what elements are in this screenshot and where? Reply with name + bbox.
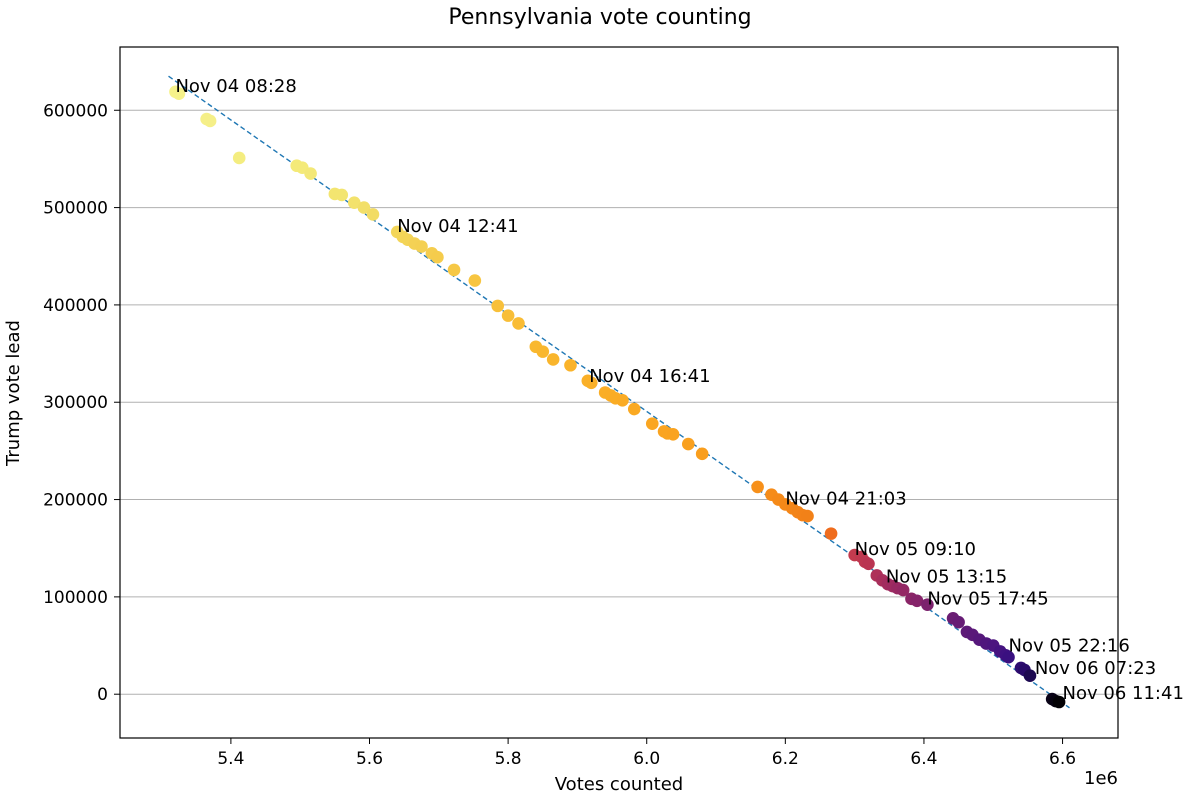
annotation-8: Nov 06 07:23 [1035,658,1156,679]
data-point-76 [1023,669,1037,683]
data-point-79 [1052,695,1066,709]
data-point-26 [536,345,550,358]
data-point-65 [952,615,965,629]
x-axis-ticks: 5.4 5.6 5.8 6.0 6.2 6.4 6.6 [217,738,1076,769]
y-tick-label-1: 100000 [43,588,108,608]
data-point-24 [512,317,525,330]
annotation-9: Nov 06 11:41 [1063,683,1184,704]
y-tick-label-6: 600000 [43,101,108,121]
grid-lines [120,109,1118,695]
data-point-28 [564,358,577,372]
y-tick-label-2: 200000 [43,491,108,511]
y-tick-label-4: 400000 [43,296,108,316]
x-axis-label: Votes counted [555,774,683,795]
data-point-10 [347,196,361,210]
y-tick-label-5: 500000 [43,199,108,219]
annotation-7: Nov 05 22:16 [1008,635,1129,656]
data-point-49 [801,509,814,523]
data-point-11 [357,201,371,214]
data-point-20 [447,263,461,277]
annotation-6: Nov 05 17:45 [927,589,1048,610]
data-point-23 [501,309,515,322]
data-point-42 [751,480,764,494]
data-point-3 [203,114,217,128]
y-axis-ticks: 0 100000 200000 300000 400000 500000 600000 [43,101,120,705]
data-point-22 [491,299,505,313]
data-point-12 [366,208,380,221]
y-tick-label-3: 300000 [43,393,108,413]
data-point-54 [862,557,875,571]
annotations: Nov 04 08:28 Nov 04 12:41 Nov 04 16:41 Nov … [175,76,1183,704]
data-point-41 [695,447,709,461]
plot-frame [119,46,1119,739]
data-point-27 [546,353,560,366]
data-point-1 [172,87,186,101]
y-axis-label: Trump vote lead [3,320,24,467]
data-point-50 [824,527,838,540]
annotation-4: Nov 05 09:10 [855,539,976,560]
y-tick-label-0: 0 [97,685,108,705]
annotation-3: Nov 04 21:03 [785,488,906,509]
annotation-1: Nov 04 12:41 [397,216,518,237]
data-point-63 [921,598,934,611]
x-tick-label-3: 6.0 [633,749,660,769]
data-point-73 [1002,650,1015,664]
annotation-0: Nov 04 08:28 [175,76,296,97]
x-tick-label-1: 5.6 [356,749,383,769]
data-points [169,85,1066,709]
annotation-5: Nov 05 13:15 [886,566,1007,587]
data-point-62 [910,594,924,608]
data-point-35 [627,402,641,416]
x-tick-label-0: 5.4 [217,749,244,769]
data-point-9 [335,188,349,202]
data-point-7 [304,167,317,180]
x-tick-label-5: 6.4 [910,749,937,769]
x-tick-label-4: 6.2 [772,749,799,769]
annotation-2: Nov 04 16:41 [589,366,710,387]
x-tick-label-6: 6.6 [1049,749,1076,769]
x-tick-label-2: 5.8 [495,749,522,769]
data-point-36 [645,417,659,430]
data-point-4 [232,151,246,165]
data-point-34 [616,393,629,407]
data-point-39 [666,428,680,441]
data-point-19 [431,250,444,264]
data-point-17 [415,240,428,253]
x-axis-scale: 1e6 [1084,768,1118,789]
data-point-30 [584,376,598,390]
data-point-21 [468,274,482,287]
data-point-60 [896,583,910,597]
data-point-40 [682,437,695,451]
chart-title: Pennsylvania vote counting [448,5,751,30]
